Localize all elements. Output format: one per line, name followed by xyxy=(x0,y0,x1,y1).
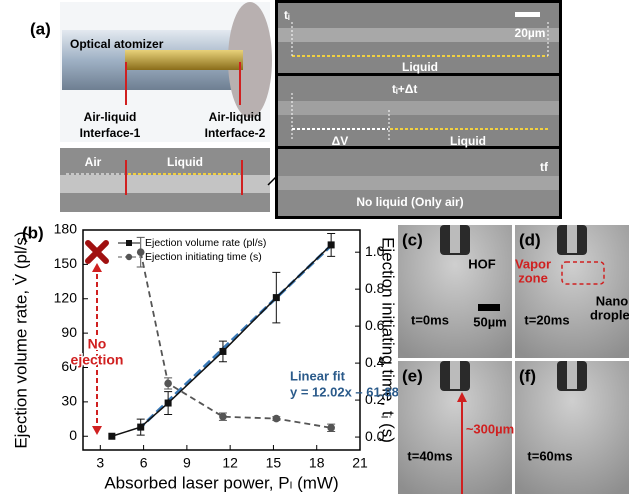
region-label: No liquid (Only air) xyxy=(356,195,463,209)
marker xyxy=(165,400,172,407)
legend-marker xyxy=(126,254,132,260)
interface-label: Interface-2 xyxy=(205,126,266,140)
panel-text: t=0ms xyxy=(411,312,449,327)
frame-time: tᵢ xyxy=(284,8,290,22)
panel-label: (e) xyxy=(402,366,423,385)
panel-text: t=40ms xyxy=(407,448,452,463)
x-tick-label: 15 xyxy=(266,455,282,471)
scale-bar xyxy=(478,304,500,311)
panel-label: (a) xyxy=(30,19,51,38)
y-tick-label: 30 xyxy=(61,393,77,409)
marker xyxy=(164,380,172,388)
schematic xyxy=(60,2,278,212)
marker xyxy=(273,415,281,423)
panel-text: droplet xyxy=(590,307,629,322)
panel-text: Vapor xyxy=(515,256,551,271)
fiber-core xyxy=(567,225,577,253)
marker xyxy=(219,348,226,355)
region-label: Liquid xyxy=(450,134,486,148)
fiber-core xyxy=(450,225,460,253)
legend-marker xyxy=(126,240,132,246)
panel-text: t=20ms xyxy=(524,312,569,327)
fit-label: Linear fit xyxy=(290,368,346,383)
panel-text: HOF xyxy=(468,256,496,271)
panel-text: zone xyxy=(518,270,548,285)
x-tick-label: 21 xyxy=(352,455,368,471)
y-axis-label: Ejection volume rate, V̇ (pl/s) xyxy=(11,231,30,448)
arrow-head xyxy=(92,426,102,435)
frame-time: tf xyxy=(540,160,549,174)
scale-bar-label: 20µm xyxy=(515,26,546,40)
legend-label: Ejection volume rate (pl/s) xyxy=(145,237,266,249)
legend-label: Ejection initiating time (s) xyxy=(145,251,262,263)
x-axis-label: Absorbed laser power, Pₗ (mW) xyxy=(104,473,338,492)
x-tick-label: 18 xyxy=(309,455,325,471)
y2-axis-label: Ejection initiating time, tᵢ (s) xyxy=(379,237,398,443)
y-tick-label: 120 xyxy=(54,289,78,305)
interface-label: Air-liquid xyxy=(209,110,262,124)
marker xyxy=(273,294,280,301)
region-label: Liquid xyxy=(402,60,438,74)
arrow-head xyxy=(92,263,102,272)
y-tick-label: 180 xyxy=(54,221,78,237)
panel-text: ~300µm xyxy=(466,421,514,436)
panel-text: 50µm xyxy=(473,314,507,329)
interface-label: Air-liquid xyxy=(84,110,137,124)
interface-label: Interface-1 xyxy=(80,126,141,140)
no-ejection-marker xyxy=(88,243,106,261)
panel-text: t=60ms xyxy=(527,448,572,463)
marker xyxy=(327,424,335,432)
marker xyxy=(137,424,144,431)
panel-label: (d) xyxy=(519,230,541,249)
fit-equation: y = 12.02x – 61.88 xyxy=(290,384,399,399)
x-tick-label: 9 xyxy=(183,455,191,471)
annotation-text: ejection xyxy=(71,352,124,368)
x-tick-label: 6 xyxy=(140,455,148,471)
marker xyxy=(137,248,145,256)
volume-label: ΔV xyxy=(332,134,349,148)
x-tick-label: 12 xyxy=(222,455,238,471)
marker xyxy=(108,433,115,440)
marker xyxy=(328,241,335,248)
y-tick-label: 150 xyxy=(54,255,78,271)
y-tick-label: 90 xyxy=(61,324,77,340)
panel-label: (f) xyxy=(519,366,536,385)
figure: (a) Optical atomizer Air-liquid Interfac… xyxy=(0,0,629,494)
marker xyxy=(219,413,227,421)
y-tick-label: 0 xyxy=(69,427,77,443)
schematic-title: Optical atomizer xyxy=(70,37,164,51)
panel-label: (c) xyxy=(402,230,423,249)
region-label: Liquid xyxy=(167,155,203,169)
annotation-text: No xyxy=(88,336,107,352)
region-label: Air xyxy=(85,155,102,169)
panel-text: Nano xyxy=(596,293,629,308)
frame-time: tᵢ+Δt xyxy=(392,82,417,96)
fiber-core xyxy=(450,361,460,389)
fiber-core xyxy=(567,361,577,389)
x-tick-label: 3 xyxy=(96,455,104,471)
